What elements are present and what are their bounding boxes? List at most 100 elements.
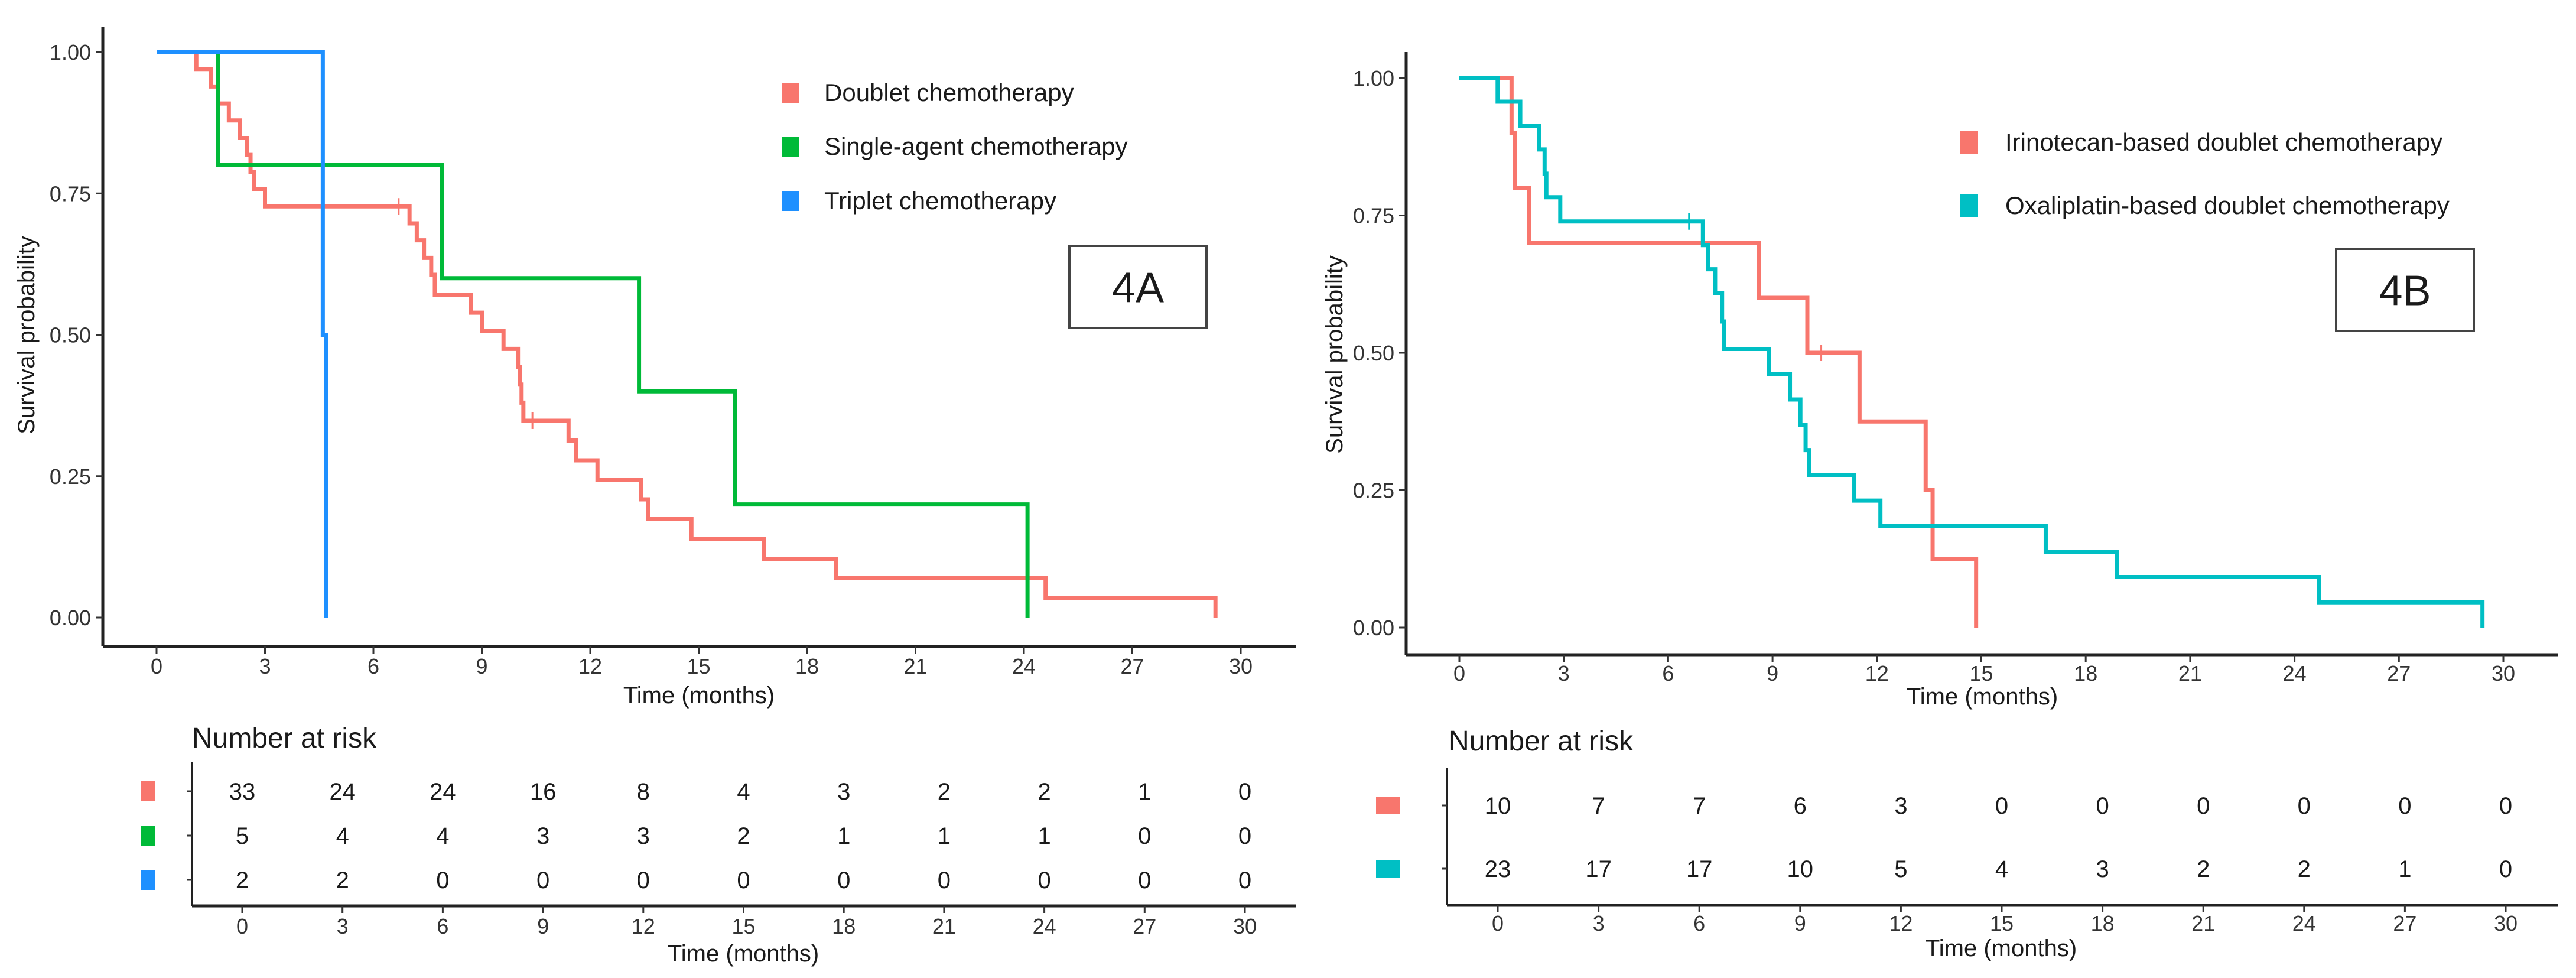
- risk-x-tick-label: 3: [337, 914, 349, 938]
- y-tick-label: 0.00: [1353, 616, 1394, 640]
- risk-x-axis-title: Time (months): [1926, 935, 2077, 961]
- risk-count: 0: [637, 867, 650, 893]
- x-tick-label: 30: [2492, 661, 2515, 685]
- risk-table-title: Number at risk: [1449, 726, 1634, 757]
- panel-4b: 0.000.250.500.751.000 3 6 9 12 15 18 21 24 27 30Ti…: [1322, 52, 2558, 961]
- risk-x-tick-label: 9: [1794, 911, 1806, 935]
- risk-count: 0: [436, 867, 449, 893]
- risk-count: 0: [2499, 793, 2512, 819]
- risk-x-tick-label: 0: [1492, 911, 1504, 935]
- x-tick-label: 27: [1120, 654, 1144, 678]
- y-tick-label: 1.00: [1353, 66, 1394, 90]
- x-tick-label: 0: [151, 654, 162, 678]
- risk-count: 4: [436, 823, 449, 849]
- risk-count: 2: [1037, 779, 1050, 805]
- y-tick-label: 0.00: [50, 606, 91, 630]
- risk-count: 24: [329, 779, 356, 805]
- x-tick-label: 6: [1662, 661, 1674, 685]
- x-tick-label: 24: [2283, 661, 2307, 685]
- x-axis-title: Time (months): [1907, 684, 2058, 710]
- risk-count: 17: [1585, 856, 1612, 882]
- risk-count: 0: [1238, 823, 1251, 849]
- x-tick-label: 9: [476, 654, 487, 678]
- legend-swatch: [782, 137, 799, 157]
- x-tick-label: 18: [795, 654, 819, 678]
- legend-swatch: [782, 83, 799, 103]
- risk-count: 8: [637, 779, 650, 805]
- x-tick-label: 0: [1453, 661, 1465, 685]
- risk-count: 4: [336, 823, 349, 849]
- risk-x-tick-label: 9: [537, 914, 549, 938]
- y-tick-label: 1.00: [50, 40, 91, 64]
- risk-count: 24: [430, 779, 456, 805]
- km-curve-oxaliplatin-based-doublet-chemotherapy: [1459, 76, 2485, 628]
- risk-count: 2: [2298, 856, 2311, 882]
- risk-x-tick-label: 6: [1693, 911, 1705, 935]
- risk-count: 0: [1037, 867, 1050, 893]
- legend-label: Single-agent chemotherapy: [824, 132, 1128, 160]
- km-curve-single-agent-chemotherapy: [157, 50, 1030, 618]
- risk-x-tick-label: 21: [2191, 911, 2215, 935]
- x-tick-label: 24: [1012, 654, 1036, 678]
- risk-x-tick-label: 3: [1593, 911, 1605, 935]
- risk-x-tick-label: 6: [437, 914, 448, 938]
- risk-count: 2: [938, 779, 951, 805]
- y-tick-label: 0.75: [50, 181, 91, 206]
- risk-count: 1: [1138, 779, 1151, 805]
- risk-x-tick-label: 27: [2393, 911, 2416, 935]
- risk-count: 0: [2096, 793, 2109, 819]
- x-tick-label: 3: [259, 654, 271, 678]
- y-tick-label: 0.50: [50, 323, 91, 347]
- risk-row-swatch: [1376, 860, 1400, 878]
- panel-label: 4A: [1112, 265, 1164, 312]
- risk-x-tick-label: 18: [832, 914, 856, 938]
- y-tick-label: 0.25: [1353, 479, 1394, 503]
- risk-count: 10: [1787, 856, 1814, 882]
- risk-x-tick-label: 27: [1133, 914, 1156, 938]
- risk-x-tick-label: 30: [2494, 911, 2518, 935]
- x-tick-label: 15: [1969, 661, 1993, 685]
- x-tick-label: 21: [903, 654, 927, 678]
- panel-label-box: [2335, 248, 2475, 332]
- risk-table-title: Number at risk: [192, 723, 377, 754]
- panel-label-box: [1068, 245, 1208, 329]
- x-tick-label: 12: [578, 654, 602, 678]
- risk-count: 0: [1238, 779, 1251, 805]
- legend-swatch: [1960, 131, 1978, 154]
- y-tick-label: 0.50: [1353, 341, 1394, 365]
- risk-count: 5: [1894, 856, 1907, 882]
- risk-x-tick-label: 18: [2091, 911, 2115, 935]
- risk-x-tick-label: 0: [236, 914, 248, 938]
- risk-count: 0: [2398, 793, 2411, 819]
- km-curve-irinotecan-based-doublet-chemotherapy: [1459, 76, 1979, 628]
- risk-row-swatch: [141, 826, 155, 846]
- x-tick-label: 9: [1767, 661, 1778, 685]
- legend-label: Triplet chemotherapy: [824, 187, 1056, 215]
- x-tick-label: 6: [367, 654, 379, 678]
- x-tick-label: 27: [2387, 661, 2411, 685]
- risk-count: 0: [737, 867, 750, 893]
- risk-count: 1: [2398, 856, 2411, 882]
- x-tick-label: 30: [1229, 654, 1253, 678]
- panel-label: 4B: [2379, 268, 2431, 315]
- legend-label: Oxaliplatin-based doublet chemotherapy: [2005, 191, 2450, 219]
- risk-x-tick-label: 15: [1990, 911, 2014, 935]
- risk-count: 10: [1485, 793, 1511, 819]
- risk-count: 3: [637, 823, 650, 849]
- risk-row-swatch: [141, 870, 155, 890]
- risk-count: 0: [2499, 856, 2512, 882]
- risk-x-axis-title: Time (months): [668, 941, 819, 967]
- risk-count: 6: [1794, 793, 1807, 819]
- risk-row-swatch: [1376, 797, 1400, 814]
- km-curve-triplet-chemotherapy: [157, 50, 328, 618]
- risk-count: 1: [938, 823, 951, 849]
- x-tick-label: 18: [2074, 661, 2097, 685]
- risk-count: 1: [837, 823, 850, 849]
- risk-count: 0: [2197, 793, 2210, 819]
- risk-count: 16: [530, 779, 557, 805]
- risk-x-tick-label: 30: [1233, 914, 1257, 938]
- risk-count: 3: [2096, 856, 2109, 882]
- risk-count: 0: [536, 867, 549, 893]
- risk-count: 2: [336, 867, 349, 893]
